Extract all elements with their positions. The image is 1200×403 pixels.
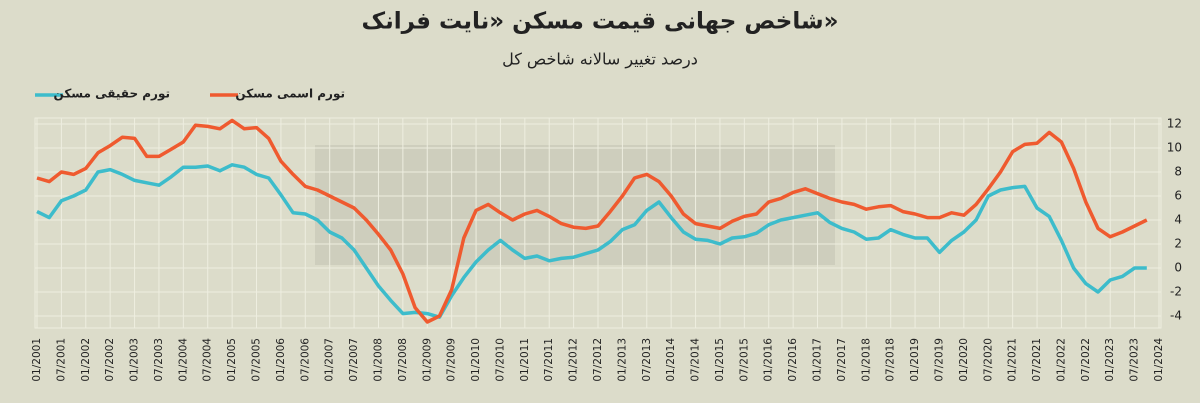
x-tick-label: 07/2021 xyxy=(1031,338,1043,382)
x-tick-label: 01/2016 xyxy=(763,338,775,382)
y-tick-label: -2 xyxy=(1170,285,1182,299)
x-tick-label: 01/2021 xyxy=(1007,338,1019,382)
y-tick-label: 2 xyxy=(1174,237,1182,251)
x-tick-label: 01/2019 xyxy=(909,338,921,382)
y-tick-label: 12 xyxy=(1167,117,1182,131)
legend-label: تورم اسمی مسکن xyxy=(235,87,345,102)
x-tick-label: 07/2008 xyxy=(397,338,409,382)
x-tick-label: 01/2015 xyxy=(714,338,726,382)
series-line xyxy=(36,118,1148,324)
x-tick-label: 07/2014 xyxy=(690,338,702,382)
x-tick-label: 07/2005 xyxy=(251,338,263,382)
x-tick-label: 07/2009 xyxy=(446,338,458,382)
x-tick-label: 01/2001 xyxy=(31,338,43,382)
x-tick-label: 01/2005 xyxy=(226,338,238,382)
x-tick-label: 07/2022 xyxy=(1080,338,1092,382)
legend-label: تورم حقیقی مسکن xyxy=(54,87,170,102)
x-tick-label: 07/2002 xyxy=(104,338,116,382)
x-tick-label: 01/2023 xyxy=(1104,338,1116,382)
watermark xyxy=(315,145,835,265)
y-tick-label: 4 xyxy=(1174,213,1182,227)
x-tick-label: 01/2020 xyxy=(958,338,970,382)
x-tick-label: 07/2019 xyxy=(933,338,945,382)
x-tick-label: 07/2020 xyxy=(982,338,994,382)
chart-title: شاخص جهانی قیمت مسکن «نایت فرانک» xyxy=(362,9,839,35)
y-tick-label: 6 xyxy=(1174,189,1182,203)
x-tick-label: 07/2016 xyxy=(787,338,799,382)
x-tick-label: 01/2004 xyxy=(177,338,189,382)
x-tick-label: 07/2011 xyxy=(543,338,555,382)
x-tick-label: 01/2006 xyxy=(275,338,287,382)
x-tick-label: 07/2010 xyxy=(494,338,506,382)
x-tick-label: 07/2018 xyxy=(885,338,897,382)
series-line xyxy=(36,163,1147,319)
x-tick-label: 07/2015 xyxy=(738,338,750,382)
x-tick-label: 07/2003 xyxy=(153,338,165,382)
y-tick-label: 10 xyxy=(1167,141,1182,155)
x-tick-label: 01/2022 xyxy=(1055,338,1067,382)
x-tick-label: 07/2017 xyxy=(836,338,848,382)
x-tick-label: 07/2012 xyxy=(592,338,604,382)
x-tick-label: 07/2023 xyxy=(1129,338,1141,382)
x-tick-label: 01/2002 xyxy=(80,338,92,382)
x-tick-label: 01/2009 xyxy=(421,338,433,382)
x-tick-label: 01/2017 xyxy=(812,338,824,382)
x-tick-label: 01/2024 xyxy=(1153,338,1165,382)
x-tick-label: 01/2003 xyxy=(129,338,141,382)
x-tick-label: 01/2011 xyxy=(519,338,531,382)
x-tick-label: 01/2014 xyxy=(665,338,677,382)
x-tick-label: 01/2010 xyxy=(470,338,482,382)
x-tick-label: 01/2013 xyxy=(616,338,628,382)
chart-subtitle: درصد تغییر سالانه شاخص کل xyxy=(502,50,698,70)
x-tick-label: 07/2004 xyxy=(202,338,214,382)
x-tick-label: 07/2013 xyxy=(641,338,653,382)
y-tick-label: 8 xyxy=(1174,165,1182,179)
x-tick-label: 07/2001 xyxy=(55,338,67,382)
x-tick-label: 07/2006 xyxy=(299,338,311,382)
x-tick-label: 01/2012 xyxy=(568,338,580,382)
x-tick-label: 01/2007 xyxy=(324,338,336,382)
x-tick-label: 07/2007 xyxy=(348,338,360,382)
x-tick-label: 01/2018 xyxy=(860,338,872,382)
y-tick-label: 0 xyxy=(1174,261,1182,275)
y-tick-label: -4 xyxy=(1170,309,1182,323)
x-tick-label: 01/2008 xyxy=(372,338,384,382)
